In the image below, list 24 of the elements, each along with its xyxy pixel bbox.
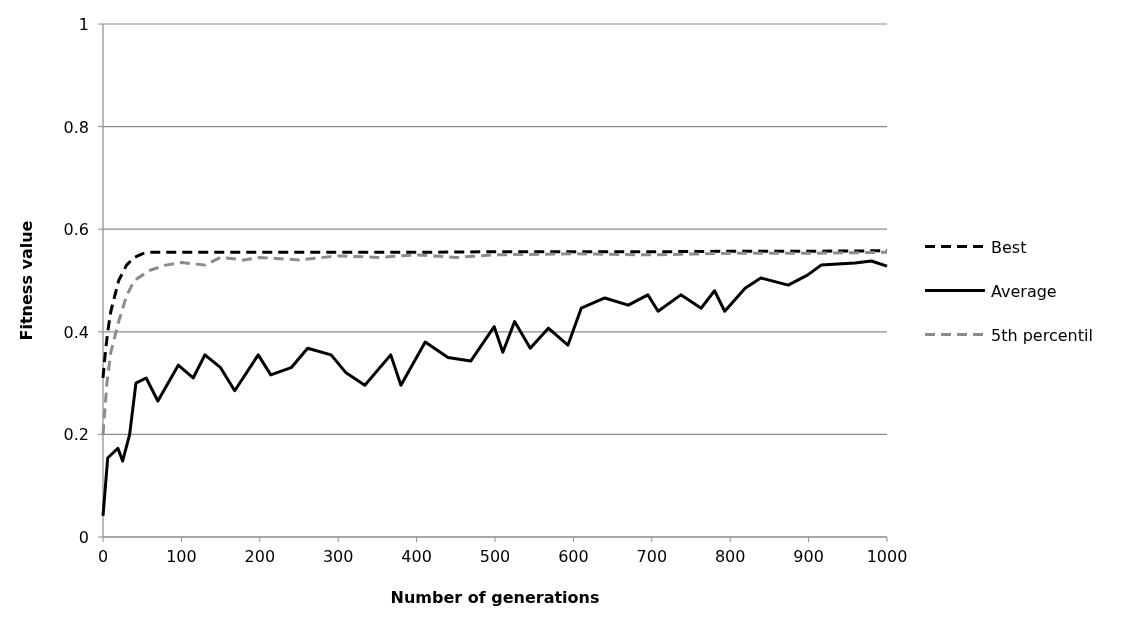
legend-label: Best <box>991 237 1027 257</box>
y-tick-label: 0.2 <box>63 425 89 445</box>
y-tick-label: 0.6 <box>63 220 89 240</box>
x-tick-label: 800 <box>714 547 746 566</box>
y-axis-title: Fitness value <box>17 220 36 341</box>
x-tick-label: 700 <box>636 547 668 566</box>
line-series <box>101 249 889 380</box>
y-tick-label: 0 <box>78 528 89 547</box>
legend-label: 5th percentil <box>991 325 1093 345</box>
x-tick-label: 200 <box>244 547 276 566</box>
y-tick-label: 1 <box>78 15 89 34</box>
x-tick-label: 1000 <box>866 547 908 566</box>
x-tick-label: 300 <box>322 547 354 566</box>
x-tick-label: 900 <box>793 547 824 566</box>
y-tick-label: 0.4 <box>63 322 89 342</box>
line-series <box>101 259 889 518</box>
x-axis-title: Number of generations <box>390 588 600 607</box>
legend-label: Average <box>991 281 1057 301</box>
x-tick-label: 400 <box>401 547 432 566</box>
x-tick-label: 500 <box>479 547 511 566</box>
x-tick-label: 0 <box>97 547 109 566</box>
x-tick-label: 100 <box>166 547 197 566</box>
x-tick-label: 600 <box>558 547 589 566</box>
y-tick-label: 0.8 <box>63 117 89 137</box>
